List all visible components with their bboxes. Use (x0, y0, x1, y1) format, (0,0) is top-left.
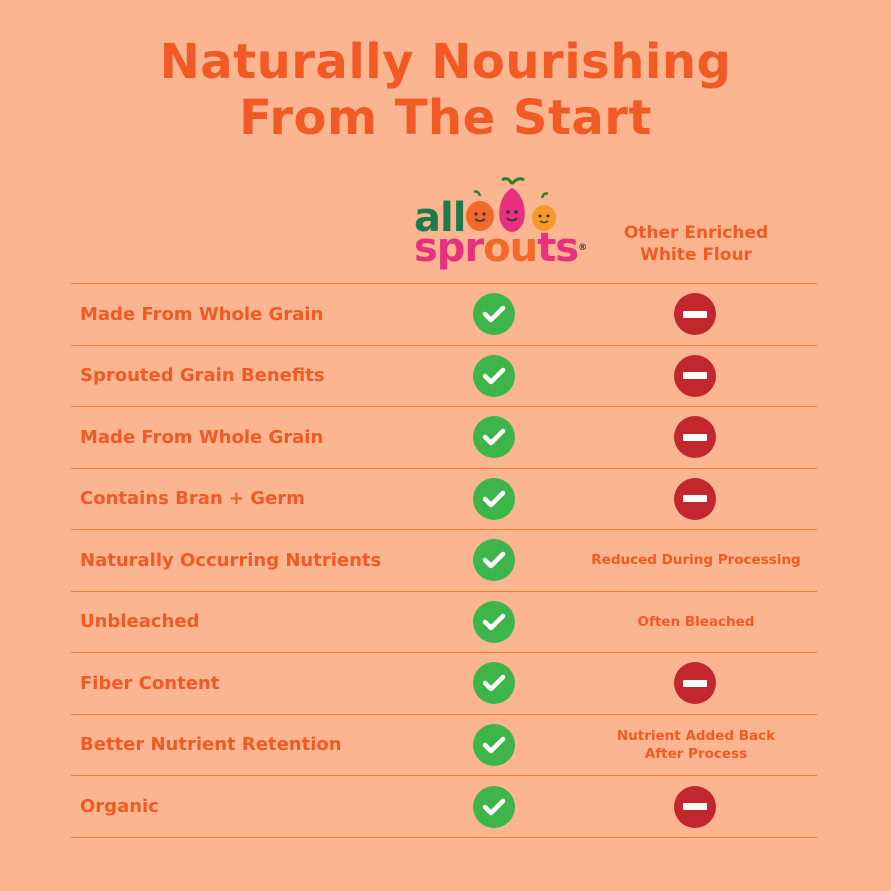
feature-label: Sprouted Grain Benefits (80, 365, 325, 387)
other-header-line-2: White Flour (640, 245, 752, 265)
table-row: Sprouted Grain Benefits (71, 344, 817, 407)
other-header-line-1: Other Enriched (623, 223, 769, 243)
other-note: Often Bleached (637, 613, 755, 630)
other-note: Nutrient Added Back After Process (616, 727, 776, 762)
minus-circle-icon (674, 293, 716, 336)
check-circle-icon (473, 354, 515, 397)
check-circle-icon (473, 477, 515, 520)
sprout-characters-icon (466, 177, 556, 232)
logo-sprouts-part-1: spr (414, 225, 484, 271)
title-line-2: From The Start (239, 90, 652, 146)
feature-label: Fiber Content (80, 672, 220, 694)
minus-circle-icon (674, 785, 716, 828)
feature-label: Unbleached (80, 611, 200, 633)
feature-label: Contains Bran + Germ (80, 488, 305, 510)
all-sprouts-logo: all sprouts® (410, 176, 587, 270)
table-row: Contains Bran + Germ (71, 467, 817, 530)
table-row: Made From Whole Grain (71, 406, 817, 468)
logo-word-sprouts: sprouts® (414, 225, 587, 271)
minus-circle-icon (674, 354, 716, 397)
table-row: Better Nutrient Retention Nutrient Added … (71, 713, 817, 776)
comparison-table: Made From Whole Grain Sprouted Grain Bene… (71, 283, 817, 838)
title-line-1: Naturally Nourishing (159, 34, 732, 90)
table-row: Unbleached Often Bleached (71, 590, 817, 653)
check-circle-icon (473, 539, 515, 582)
minus-circle-icon (674, 662, 716, 705)
logo-sprouts-part-3: ts (537, 225, 579, 271)
check-circle-icon (473, 600, 515, 643)
other-note: Reduced During Processing (591, 552, 801, 569)
other-flour-header: Other Enriched White Flour (600, 222, 792, 266)
minus-circle-icon (674, 477, 716, 520)
page-title: Naturally Nourishing From The Start (0, 34, 891, 146)
check-circle-icon (473, 416, 515, 459)
check-circle-icon (473, 293, 515, 336)
table-row: Naturally Occurring Nutrients Reduced Dur… (71, 529, 817, 591)
feature-label: Better Nutrient Retention (80, 734, 342, 756)
table-row: Organic (71, 775, 817, 838)
minus-circle-icon (674, 416, 716, 459)
feature-label: Naturally Occurring Nutrients (80, 549, 382, 571)
check-circle-icon (473, 785, 515, 828)
feature-label: Made From Whole Grain (80, 303, 324, 325)
logo-word-all: all (414, 195, 466, 241)
table-row: Fiber Content (71, 652, 817, 714)
logo-sprouts-part-2: ou (483, 225, 538, 271)
check-circle-icon (473, 723, 515, 766)
feature-label: Organic (80, 796, 159, 817)
check-circle-icon (473, 662, 515, 705)
table-row: Made From Whole Grain (71, 283, 817, 345)
feature-label: Made From Whole Grain (80, 426, 324, 448)
logo-registered-mark: ® (578, 243, 587, 253)
